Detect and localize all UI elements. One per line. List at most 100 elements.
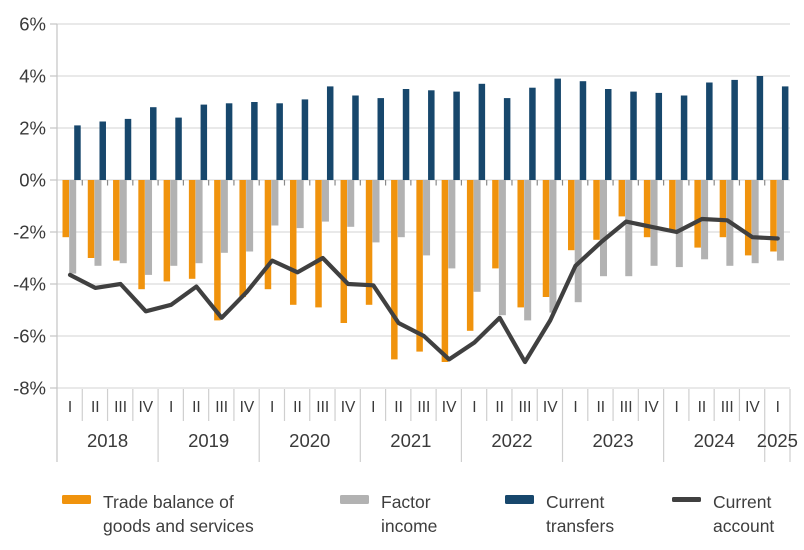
quarter-label: II <box>698 399 707 416</box>
y-axis-tick-label: -4% <box>13 274 46 295</box>
quarter-label: III <box>316 399 329 416</box>
legend-bar-swatch <box>340 495 369 504</box>
year-label: 2023 <box>592 430 633 451</box>
bar-trade-balance-of-goods-and-services <box>542 180 550 297</box>
bar-current-transfers <box>428 90 435 180</box>
bar-factor-income <box>423 180 431 256</box>
bar-trade-balance-of-goods-and-services <box>163 180 171 282</box>
legend-item-current-account: Current account <box>672 490 774 538</box>
bar-trade-balance-of-goods-and-services <box>289 180 297 305</box>
quarter-label: IV <box>138 399 153 416</box>
bar-factor-income <box>246 180 254 252</box>
quarter-label: I <box>472 399 476 416</box>
year-label: 2024 <box>694 430 735 451</box>
bar-current-transfers <box>503 98 511 180</box>
bar-factor-income <box>69 180 77 274</box>
quarter-label: III <box>417 399 430 416</box>
bar-current-transfers <box>74 125 81 180</box>
bar-trade-balance-of-goods-and-services <box>87 180 95 258</box>
bar-factor-income <box>549 180 557 313</box>
quarter-label: I <box>68 399 72 416</box>
bar-trade-balance-of-goods-and-services <box>694 180 701 248</box>
bar-current-transfers <box>225 103 233 180</box>
bar-factor-income <box>220 180 228 253</box>
bar-trade-balance-of-goods-and-services <box>466 180 474 331</box>
chart-canvas: 6%4%2%0%-2%-4%-6%-8%I II III IV I II III IV I II I… <box>13 14 798 462</box>
bar-factor-income <box>271 180 279 226</box>
quarter-label: II <box>394 399 403 416</box>
quarter-label: III <box>620 399 633 416</box>
bar-factor-income <box>94 180 102 266</box>
year-label: 2020 <box>289 430 330 451</box>
bar-trade-balance-of-goods-and-services <box>618 180 626 217</box>
bar-factor-income <box>448 180 456 269</box>
quarter-label: I <box>674 399 678 416</box>
bar-trade-balance-of-goods-and-services <box>315 180 322 308</box>
bar-factor-income <box>119 180 127 264</box>
bar-factor-income <box>599 180 607 277</box>
legend-bar-swatch <box>62 495 91 504</box>
quarter-label: I <box>169 399 173 416</box>
quarter-label: IV <box>644 399 659 416</box>
bar-trade-balance-of-goods-and-services <box>138 180 145 290</box>
bar-factor-income <box>397 180 405 238</box>
legend-label: Current account <box>713 492 775 536</box>
quarter-label: IV <box>543 399 558 416</box>
bar-factor-income <box>675 180 683 268</box>
quarter-label: IV <box>745 399 760 416</box>
bar-current-transfers <box>402 89 410 180</box>
bar-current-transfers <box>150 107 157 180</box>
bar-factor-income <box>625 180 633 277</box>
quarter-label: III <box>215 399 228 416</box>
bar-current-transfers <box>680 95 688 180</box>
quarter-label: III <box>721 399 734 416</box>
year-label: 2022 <box>491 430 532 451</box>
bar-trade-balance-of-goods-and-services <box>517 180 524 308</box>
quarter-label: IV <box>240 399 255 416</box>
bar-trade-balance-of-goods-and-services <box>264 180 272 290</box>
bar-current-transfers <box>655 92 663 180</box>
legend-item-trade-balance-of-goods-and-services: Trade balance of goods and services <box>62 490 254 538</box>
quarter-label: I <box>573 399 577 416</box>
year-label: 2019 <box>188 430 229 451</box>
bar-trade-balance-of-goods-and-services <box>391 180 398 360</box>
year-label: 2021 <box>390 430 431 451</box>
legend-label: Current transfers <box>546 492 615 536</box>
bar-factor-income <box>372 180 380 243</box>
quarter-label: III <box>519 399 532 416</box>
bar-current-transfers <box>124 118 132 180</box>
legend-label: Factor income <box>381 492 438 536</box>
legend: Trade balance of goods and services Factor… <box>0 490 804 548</box>
bar-trade-balance-of-goods-and-services <box>593 180 600 240</box>
bar-current-transfers <box>352 95 359 180</box>
bar-trade-balance-of-goods-and-services <box>669 180 676 232</box>
quarter-label: IV <box>442 399 457 416</box>
bar-current-transfers <box>529 87 536 180</box>
bar-trade-balance-of-goods-and-services <box>214 180 221 321</box>
bar-current-transfers <box>377 98 385 180</box>
bar-trade-balance-of-goods-and-services <box>492 180 499 269</box>
bar-current-transfers <box>251 102 258 180</box>
quarter-label: II <box>293 399 302 416</box>
quarter-label: IV <box>341 399 356 416</box>
bar-trade-balance-of-goods-and-services <box>239 180 246 297</box>
bar-factor-income <box>650 180 658 266</box>
bar-current-transfers <box>579 81 587 180</box>
y-axis-tick-label: -6% <box>13 326 46 347</box>
bar-trade-balance-of-goods-and-services <box>719 180 727 238</box>
bar-trade-balance-of-goods-and-services <box>568 180 575 251</box>
y-axis-tick-label: -8% <box>13 378 46 399</box>
bar-factor-income <box>776 180 784 261</box>
quarter-label: II <box>596 399 605 416</box>
bar-trade-balance-of-goods-and-services <box>643 180 651 238</box>
bar-current-transfers <box>604 89 612 180</box>
legend-line-swatch <box>672 497 701 502</box>
bar-trade-balance-of-goods-and-services <box>113 180 120 261</box>
legend-label: Trade balance of goods and services <box>103 492 254 536</box>
quarter-label: II <box>91 399 100 416</box>
bar-current-transfers <box>781 86 789 180</box>
legend-item-factor-income: Factor income <box>340 490 437 538</box>
legend-item-current-transfers: Current transfers <box>505 490 614 538</box>
bar-current-transfers <box>453 91 460 180</box>
bar-current-transfers <box>706 82 713 180</box>
